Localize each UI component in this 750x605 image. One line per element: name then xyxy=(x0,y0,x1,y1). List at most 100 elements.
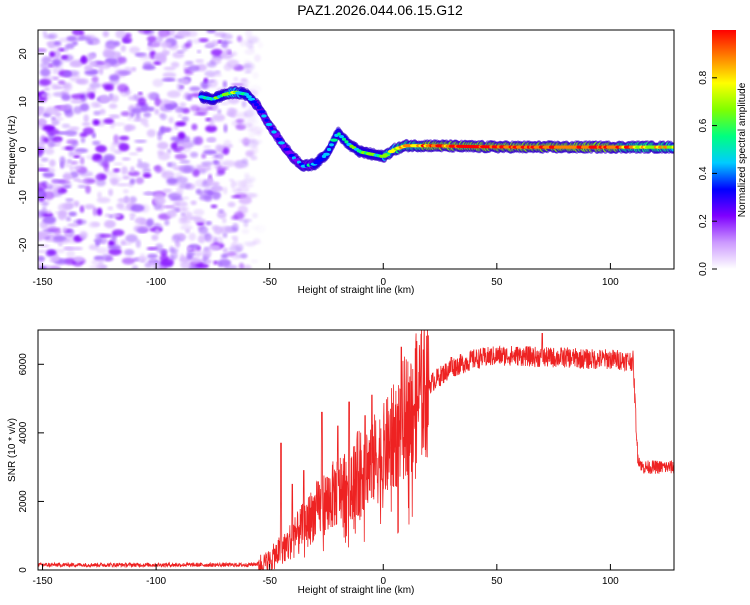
noise-blob xyxy=(38,146,45,155)
colorbar-tick-label: 0.6 xyxy=(698,118,709,132)
noise-blob xyxy=(162,188,172,193)
noise-blob xyxy=(107,244,122,250)
colorbar-tick-label: 0.0 xyxy=(698,262,709,276)
noise-blob xyxy=(242,64,252,69)
noise-blob xyxy=(173,200,181,205)
noise-blob xyxy=(212,114,226,122)
noise-blob xyxy=(230,242,237,249)
noise-blob xyxy=(64,45,69,52)
noise-blob xyxy=(120,242,132,246)
noise-blob xyxy=(176,186,184,196)
noise-blob xyxy=(117,83,129,93)
noise-blob xyxy=(258,42,263,49)
noise-blob xyxy=(142,167,151,175)
noise-blob xyxy=(58,210,68,217)
noise-blob xyxy=(71,161,79,165)
noise-blob xyxy=(239,39,247,47)
noise-blob xyxy=(231,195,241,199)
noise-blob xyxy=(234,160,244,169)
noise-blob xyxy=(77,179,88,184)
noise-blob xyxy=(247,133,257,137)
noise-blob xyxy=(130,204,145,213)
figure-title: PAZ1.2026.044.06.15.G12 xyxy=(297,2,463,18)
noise-blob xyxy=(142,64,156,71)
snr-x-ticks: -150 -100 -50 0 50 100 xyxy=(33,564,619,587)
noise-blob xyxy=(49,182,62,192)
noise-blob xyxy=(206,235,218,244)
noise-blob xyxy=(65,198,74,202)
spectrogram-ridge xyxy=(198,85,674,172)
noise-blob xyxy=(218,152,223,161)
noise-blob xyxy=(38,124,45,130)
noise-blob xyxy=(210,181,220,187)
noise-blob xyxy=(166,209,177,218)
noise-blob xyxy=(41,124,56,132)
noise-blob xyxy=(178,164,192,174)
noise-blob xyxy=(66,35,77,42)
noise-blob xyxy=(176,82,185,92)
noise-blob xyxy=(179,102,187,108)
noise-blob xyxy=(77,219,83,225)
noise-blob xyxy=(96,61,106,65)
noise-blob xyxy=(207,136,217,143)
noise-blob xyxy=(42,30,48,36)
colorbar-tick-label: 0.4 xyxy=(698,166,709,180)
noise-blob xyxy=(197,235,206,244)
noise-blob xyxy=(179,182,192,189)
noise-blob xyxy=(229,51,238,57)
noise-blob xyxy=(129,178,136,185)
noise-blob xyxy=(85,185,91,194)
noise-blob xyxy=(48,141,56,148)
noise-blob xyxy=(193,208,205,216)
snr-x-tick-label: -150 xyxy=(33,576,53,587)
noise-blob xyxy=(188,265,200,269)
noise-blob xyxy=(170,61,180,68)
noise-blob xyxy=(201,161,214,166)
noise-blob xyxy=(218,208,224,214)
noise-blob xyxy=(222,147,230,155)
ridge-core-mark xyxy=(338,135,345,139)
noise-blob xyxy=(79,171,94,178)
noise-blob xyxy=(38,182,47,191)
noise-blob xyxy=(214,70,221,75)
noise-blob xyxy=(38,255,46,262)
noise-blob xyxy=(118,143,130,152)
noise-blob xyxy=(45,209,52,215)
noise-blob xyxy=(128,170,140,177)
noise-blob xyxy=(51,58,64,67)
snr-y-tick-label: 2000 xyxy=(18,490,29,513)
noise-blob xyxy=(248,85,262,94)
noise-blob xyxy=(246,192,259,199)
ridge-core-mark xyxy=(257,110,266,114)
spectrogram-y-tick-label: 10 xyxy=(18,96,29,108)
noise-blob xyxy=(112,122,126,126)
noise-blob xyxy=(177,131,186,140)
noise-blob xyxy=(76,78,89,85)
noise-blob xyxy=(235,118,245,124)
noise-blob xyxy=(157,30,170,38)
noise-blob xyxy=(42,190,55,200)
noise-blob xyxy=(191,257,202,264)
noise-blob xyxy=(205,125,218,133)
noise-blob xyxy=(146,35,157,42)
snr-frame xyxy=(37,329,675,571)
noise-blob xyxy=(179,160,191,164)
noise-blob xyxy=(166,177,178,185)
snr-y-tick-label: 0 xyxy=(18,567,29,573)
noise-blob xyxy=(131,264,139,269)
noise-blob xyxy=(89,62,98,67)
snr-plot-area xyxy=(38,330,674,570)
noise-blob xyxy=(167,162,177,168)
ridge-core-mark xyxy=(271,130,277,134)
noise-blob xyxy=(38,106,45,115)
noise-blob xyxy=(68,149,74,158)
noise-blob xyxy=(205,221,212,226)
noise-blob xyxy=(226,112,233,116)
noise-blob xyxy=(215,144,223,153)
noise-blob xyxy=(115,30,126,39)
noise-blob xyxy=(62,83,71,89)
noise-blob xyxy=(149,257,156,267)
noise-blob xyxy=(153,61,161,65)
noise-blob xyxy=(160,265,166,269)
noise-blob xyxy=(68,126,80,131)
